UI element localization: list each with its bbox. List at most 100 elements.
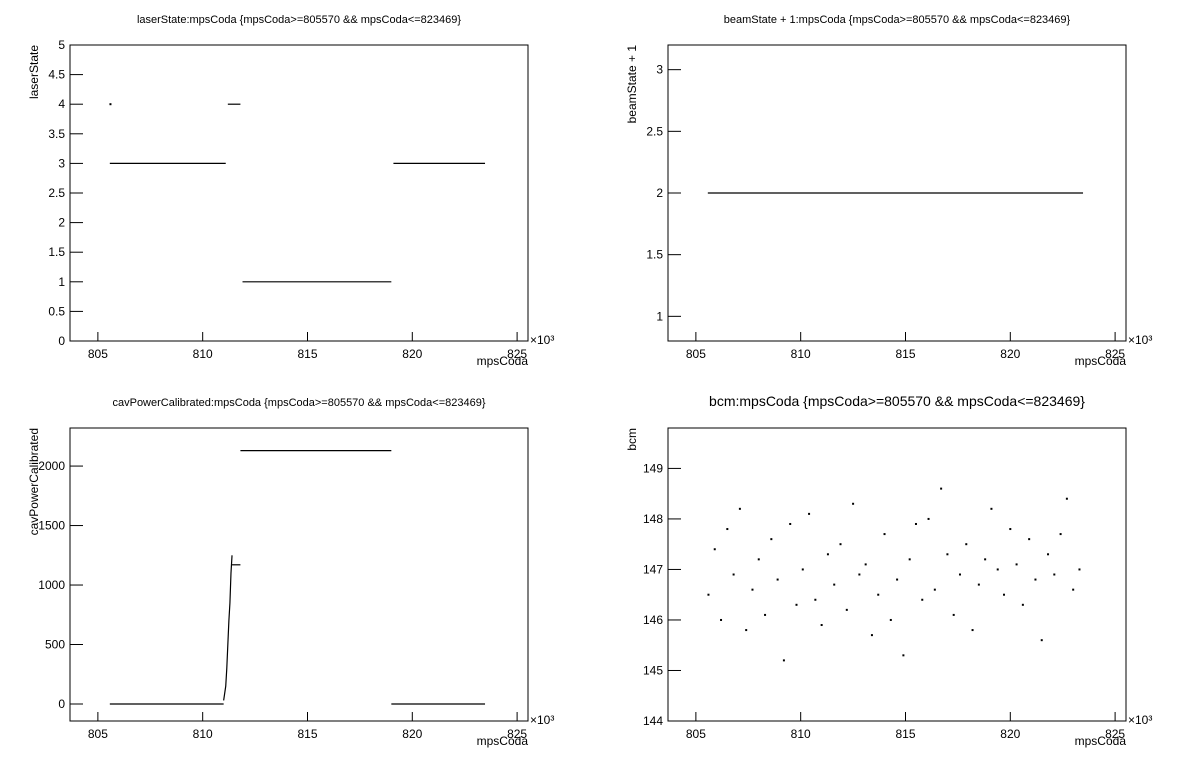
y-tick-label: 0 xyxy=(58,334,65,348)
data-point xyxy=(946,553,949,556)
data-point xyxy=(984,558,987,561)
data-point xyxy=(1040,639,1043,642)
data-point xyxy=(764,613,767,616)
y-axis-label: beamState + 1 xyxy=(625,45,639,124)
data-point xyxy=(914,522,917,525)
data-point xyxy=(814,598,817,601)
data-point xyxy=(770,538,773,541)
x-multiplier: ×10³ xyxy=(1128,713,1152,727)
x-tick-label: 815 xyxy=(297,347,317,361)
x-tick-label: 810 xyxy=(193,727,213,741)
data-point xyxy=(1047,553,1050,556)
y-tick-label: 3.5 xyxy=(48,127,65,141)
data-point xyxy=(977,583,980,586)
data-point xyxy=(1009,528,1012,531)
x-tick-label: 825 xyxy=(1105,727,1125,741)
data-point xyxy=(1072,588,1075,591)
x-multiplier: ×10³ xyxy=(1128,333,1152,347)
y-tick-label: 0.5 xyxy=(48,304,65,318)
data-point xyxy=(990,507,993,510)
y-tick-label: 4.5 xyxy=(48,68,65,82)
data-point xyxy=(927,517,930,520)
y-tick-label: 2 xyxy=(58,216,65,230)
data-point xyxy=(870,634,873,637)
y-tick-label: 1 xyxy=(656,309,663,323)
data-point xyxy=(1059,533,1062,536)
data-point xyxy=(713,548,716,551)
data-point xyxy=(789,522,792,525)
y-tick-label: 1.5 xyxy=(646,248,663,262)
y-tick-label: 3 xyxy=(58,156,65,170)
data-point xyxy=(1053,573,1056,576)
data-point xyxy=(745,629,748,632)
chart-title: beamState + 1:mpsCoda {mpsCoda>=805570 &… xyxy=(724,14,1071,26)
data-point xyxy=(732,573,735,576)
y-axis-label: cavPowerCalibrated xyxy=(27,428,41,535)
data-point xyxy=(1078,568,1081,571)
data-point xyxy=(1065,497,1068,500)
x-tick-label: 825 xyxy=(507,347,527,361)
data-point xyxy=(883,533,886,536)
data-point xyxy=(845,608,848,611)
data-point xyxy=(707,593,710,596)
plot-frame xyxy=(69,44,529,342)
y-tick-label: 148 xyxy=(643,512,663,526)
chart-title: laserState:mpsCoda {mpsCoda>=805570 && m… xyxy=(137,14,461,26)
x-tick-label: 820 xyxy=(1000,727,1020,741)
y-axis-label: bcm xyxy=(625,428,639,451)
data-point xyxy=(1015,563,1018,566)
x-tick-label: 805 xyxy=(686,727,706,741)
x-tick-label: 810 xyxy=(791,347,811,361)
x-axis-label: mpsCoda xyxy=(477,354,529,368)
y-tick-label: 1 xyxy=(58,275,65,289)
data-point xyxy=(808,512,811,515)
data-point xyxy=(889,618,892,621)
data-point xyxy=(952,613,955,616)
data-point xyxy=(1034,578,1037,581)
y-tick-label: 500 xyxy=(45,638,65,652)
data-point xyxy=(795,603,798,606)
data-point xyxy=(1003,593,1006,596)
y-tick-label: 1000 xyxy=(38,578,65,592)
data-point xyxy=(109,103,112,106)
y-tick-label: 4 xyxy=(58,97,65,111)
data-point xyxy=(1028,538,1031,541)
data-point xyxy=(858,573,861,576)
x-tick-label: 805 xyxy=(88,347,108,361)
y-tick-label: 145 xyxy=(643,663,663,677)
y-tick-label: 2.5 xyxy=(646,124,663,138)
data-point xyxy=(958,573,961,576)
x-axis-label: mpsCoda xyxy=(1075,734,1127,748)
data-point xyxy=(933,588,936,591)
data-point xyxy=(839,543,842,546)
data-point xyxy=(738,507,741,510)
x-axis-label: mpsCoda xyxy=(477,734,529,748)
y-tick-label: 149 xyxy=(643,461,663,475)
plot-frame xyxy=(667,427,1127,722)
x-tick-label: 810 xyxy=(193,347,213,361)
y-tick-label: 146 xyxy=(643,613,663,627)
data-point xyxy=(726,528,729,531)
chart-title: cavPowerCalibrated:mpsCoda {mpsCoda>=805… xyxy=(112,397,485,409)
data-point xyxy=(996,568,999,571)
x-tick-label: 815 xyxy=(895,347,915,361)
x-tick-label: 820 xyxy=(402,347,422,361)
data-line xyxy=(223,555,233,701)
y-tick-label: 2000 xyxy=(38,459,65,473)
y-tick-label: 2 xyxy=(656,186,663,200)
x-tick-label: 820 xyxy=(1000,347,1020,361)
plot-frame xyxy=(69,427,529,722)
data-point xyxy=(720,618,723,621)
data-point xyxy=(757,558,760,561)
data-point xyxy=(896,578,899,581)
data-point xyxy=(852,502,855,505)
x-tick-label: 805 xyxy=(686,347,706,361)
data-point xyxy=(971,629,974,632)
data-point xyxy=(801,568,804,571)
x-tick-label: 825 xyxy=(1105,347,1125,361)
y-tick-label: 5 xyxy=(58,38,65,52)
data-point xyxy=(820,624,823,627)
x-tick-label: 815 xyxy=(297,727,317,741)
x-tick-label: 810 xyxy=(791,727,811,741)
